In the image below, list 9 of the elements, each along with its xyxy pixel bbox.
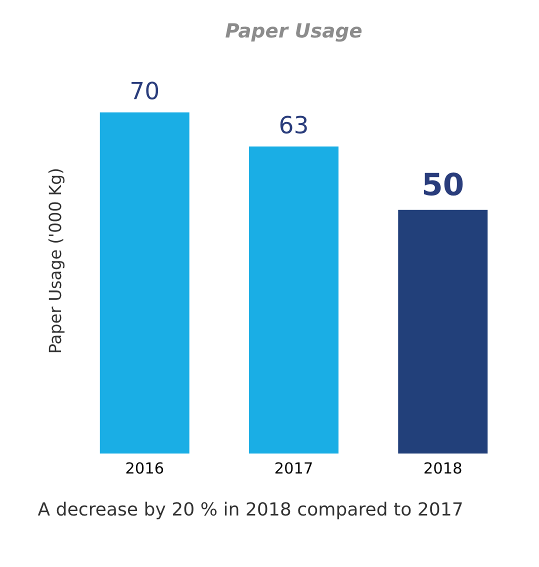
chart-title: Paper Usage: [226, 23, 362, 42]
x-tick-label: 2018: [424, 462, 462, 474]
y-axis-title: Paper Usage ('000 Kg): [48, 169, 65, 352]
x-tick-label: 2017: [275, 462, 312, 474]
x-tick-label: 2016: [126, 462, 164, 474]
data-label: 50: [424, 172, 463, 196]
data-label: 70: [132, 82, 158, 100]
data-label: 63: [280, 116, 307, 134]
text: A decrease by 20 % in 2018 compared to 2017: [38, 502, 462, 520]
